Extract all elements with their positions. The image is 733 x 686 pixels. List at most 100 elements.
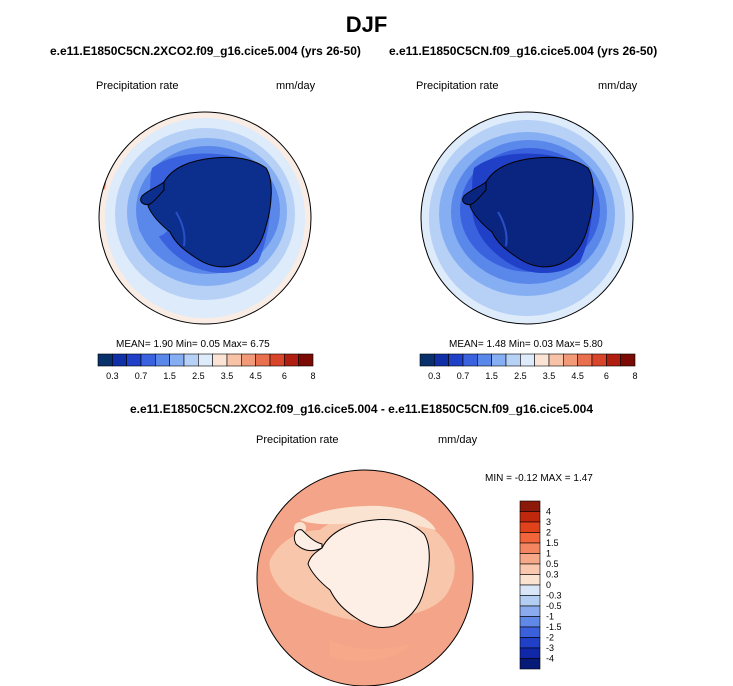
colorbar-swatch [491, 353, 507, 367]
colorbar-tick-label: 0.7 [457, 371, 470, 381]
map3-min-value: -0.12 [514, 473, 538, 484]
colorbar-swatch [112, 353, 127, 367]
colorbar-swatch [519, 605, 541, 617]
colorbar-tick-label: 0.3 [428, 371, 441, 381]
colorbar-swatch [577, 353, 593, 367]
map2-min-label: Min= [508, 339, 531, 350]
colorbar-swatch [155, 353, 170, 367]
colorbar-swatch [434, 353, 449, 367]
colorbar-swatch [226, 353, 242, 367]
colorbar-swatch [519, 563, 541, 575]
map1-min-label: Min= [175, 339, 198, 350]
colorbar-tick-label: -1 [546, 612, 554, 622]
map2-mean-label: MEAN= [449, 339, 484, 350]
colorbar-swatch [520, 353, 535, 367]
colorbar-tick-label: -0.3 [546, 591, 562, 601]
colorbar-tick-label: -4 [546, 654, 554, 664]
map1-mean-value: 1.90 [153, 339, 173, 350]
map1-stats: MEAN= 1.90 Min= 0.05 Max= 6.75 [116, 339, 270, 350]
colorbar-swatch [448, 353, 464, 367]
map3-max-label: MAX = [540, 473, 571, 484]
colorbar-swatch [140, 353, 156, 367]
colorbar-swatch [519, 521, 541, 533]
map1-min-value: 0.05 [200, 339, 220, 350]
colorbar-swatch [606, 353, 621, 367]
map1-peninsula-shade [138, 205, 168, 238]
colorbar-tick-label: 6 [604, 371, 609, 381]
map1-peninsula [140, 181, 165, 205]
colorbar-tick-label: 2 [546, 528, 551, 538]
colorbar-swatch [477, 353, 492, 367]
map3-title: e.e11.E1850C5CN.2XCO2.f09_g16.cice5.004 … [130, 402, 593, 416]
colorbar-tick-label: 8 [632, 371, 637, 381]
map1-border [98, 111, 312, 325]
map1-colorbar: 0.3 0.7 1.5 2.5 3.5 4.5 6 8 [97, 353, 316, 381]
colorbar-tick-label: 8 [310, 371, 315, 381]
colorbar-tick-label: 4 [546, 507, 551, 517]
map2-border [420, 111, 634, 325]
colorbar-tick-label: 0 [546, 580, 551, 590]
colorbar-swatch [269, 353, 285, 367]
colorbar-tick-label: -2 [546, 633, 554, 643]
colorbar-swatch [563, 353, 578, 367]
page-title: DJF [345, 12, 388, 37]
colorbar-swatch [519, 595, 541, 607]
colorbar-swatch [198, 353, 213, 367]
map2-peninsula [462, 181, 487, 205]
map1-plot [98, 111, 312, 325]
colorbar-tick-label: 1.5 [163, 371, 176, 381]
map2-hotspot [421, 170, 427, 188]
map3-continent [307, 519, 430, 629]
map2-stats: MEAN= 1.48 Min= 0.03 Max= 5.80 [449, 339, 603, 350]
colorbar-tick-label: 3.5 [221, 371, 234, 381]
map2-max-label: Max= [555, 339, 581, 350]
map1-title: e.e11.E1850C5CN.2XCO2.f09_g16.cice5.004 … [50, 44, 361, 58]
map1-mean-label: MEAN= [116, 339, 151, 350]
colorbar-tick-label: -1.5 [546, 622, 562, 632]
map2-continent [469, 156, 594, 268]
colorbar-swatch [591, 353, 607, 367]
map3-min-label: MIN = [485, 473, 512, 484]
colorbar-tick-label: 1.5 [485, 371, 498, 381]
colorbar-swatch [126, 353, 142, 367]
colorbar-tick-label: 1.5 [546, 538, 559, 548]
colorbar-swatch [519, 511, 541, 523]
colorbar-tick-label: 6 [282, 371, 287, 381]
colorbar-tick-label: 0.3 [106, 371, 119, 381]
map3-peninsula [293, 529, 323, 552]
map2-min-value: 0.03 [533, 339, 553, 350]
colorbar-swatch [241, 353, 256, 367]
colorbar-swatch [519, 626, 541, 638]
map3-variable-label: Precipitation rate [256, 434, 339, 446]
colorbar-tick-label: 0.5 [546, 559, 559, 569]
map2-plot [420, 111, 634, 325]
colorbar-swatch [519, 553, 541, 565]
map2-max-value: 5.80 [583, 339, 603, 350]
colorbar-tick-label: -0.5 [546, 601, 562, 611]
colorbar-tick-label: -3 [546, 643, 554, 653]
colorbar-tick-label: 4.5 [571, 371, 584, 381]
colorbar-swatch [419, 353, 435, 367]
map2-title: e.e11.E1850C5CN.f09_g16.cice5.004 (yrs 2… [389, 44, 658, 58]
colorbar-tick-label: 1 [546, 549, 551, 559]
map1-hotspot-core [101, 172, 105, 186]
colorbar-tick-label: 2.5 [192, 371, 205, 381]
map1-ross-shelf [175, 211, 186, 247]
colorbar-swatch [97, 353, 113, 367]
map2-ross-shelf [497, 211, 508, 247]
map1-max-value: 6.75 [250, 339, 270, 350]
colorbar-swatch [548, 353, 564, 367]
colorbar-swatch [519, 637, 541, 649]
colorbar-swatch [534, 353, 550, 367]
map1-continent [147, 156, 272, 268]
colorbar-swatch [284, 353, 299, 367]
map2-units-label: mm/day [598, 80, 638, 92]
map3-max-value: 1.47 [573, 473, 593, 484]
map2-antarctica [462, 156, 594, 268]
colorbar-tick-label: 2.5 [514, 371, 527, 381]
colorbar-swatch [505, 353, 521, 367]
map3-band-south [330, 640, 410, 661]
map2-colorbar: 0.3 0.7 1.5 2.5 3.5 4.5 6 8 [419, 353, 638, 381]
colorbar-tick-label: 0.3 [546, 570, 559, 580]
